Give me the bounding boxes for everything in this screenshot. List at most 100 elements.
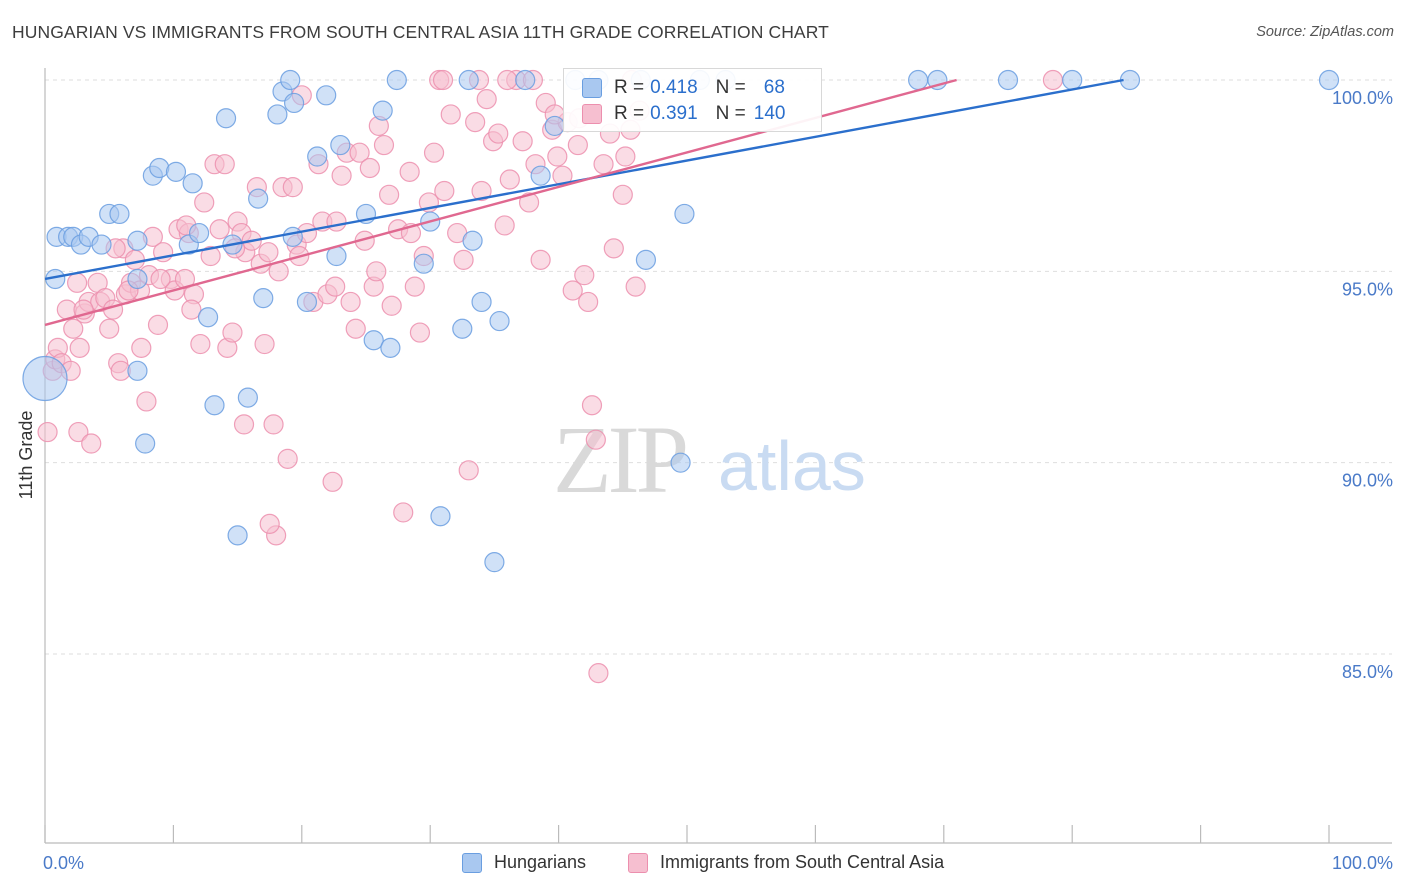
pink-data-point (581, 395, 603, 416)
blue-data-point (458, 69, 479, 91)
legend-swatch-pink (582, 104, 602, 124)
y-axis-title: 11th Grade (16, 411, 36, 500)
pink-data-point (345, 318, 366, 339)
blue-data-point (316, 85, 337, 106)
pink-data-point (326, 211, 347, 232)
pink-data-point (578, 291, 599, 313)
blue-data-point (674, 203, 695, 225)
blue-data-point (204, 395, 225, 416)
pink-data-point (512, 131, 533, 152)
pink-data-point (379, 184, 400, 205)
legend-n-value: 140 (753, 103, 786, 124)
y-tick-label: 90.0% (1342, 471, 1393, 491)
axes (44, 68, 1392, 844)
blue-data-point (413, 253, 434, 274)
pink-data-point (562, 280, 583, 301)
blue-data-point (280, 69, 301, 91)
y-tick-label: 95.0% (1342, 279, 1393, 299)
blue-data-point (296, 291, 318, 313)
legend-n-value: 68 (763, 77, 785, 98)
pink-data-point (440, 104, 461, 125)
blue-data-point (489, 310, 510, 332)
series-legend-label: Immigrants from South Central Asia (660, 852, 945, 872)
blue-data-point (307, 146, 328, 167)
pink-data-point (373, 134, 395, 156)
pink-data-point (99, 318, 120, 339)
pink-data-point (259, 513, 280, 534)
blue-series-points (22, 69, 1340, 573)
pink-data-point (518, 192, 540, 213)
blue-data-point (282, 226, 303, 247)
blue-data-point (182, 173, 203, 194)
legend-r-value: 0.418 (650, 77, 698, 98)
pink-data-point (147, 314, 169, 336)
pink-data-point (214, 154, 235, 175)
pink-data-point (349, 142, 370, 163)
blue-data-point (330, 134, 351, 156)
pink-data-point (282, 177, 303, 198)
pink-data-point (322, 471, 343, 492)
blue-data-point (1062, 69, 1083, 91)
pink-data-point (547, 146, 568, 167)
correlation-legend: R = 0.418 N = 68 R = 0.391 N = 140 (563, 68, 822, 132)
blue-data-point (109, 203, 130, 225)
pink-data-point (366, 261, 387, 282)
pink-data-point (68, 421, 89, 443)
blue-data-point (908, 69, 929, 91)
blue-data-point (188, 222, 210, 244)
pink-data-point (615, 146, 636, 167)
blue-data-point (267, 104, 288, 125)
blue-data-point (471, 291, 492, 313)
blue-data-point (635, 249, 657, 270)
pink-data-point (222, 322, 243, 343)
pink-data-point (423, 142, 445, 163)
pink-data-point (465, 111, 486, 133)
pink-data-point (190, 333, 211, 355)
pink-data-point (325, 276, 346, 297)
pink-data-point (277, 448, 298, 469)
blue-data-point (530, 165, 551, 186)
pink-data-point (1042, 69, 1064, 91)
pink-data-point (258, 242, 279, 263)
pink-data-point (254, 333, 275, 355)
blue-data-point (149, 157, 170, 179)
pink-data-point (497, 69, 518, 91)
series-legend-hungarians[interactable]: Hungarians (462, 852, 586, 873)
pink-data-point (136, 391, 157, 412)
blue-data-point (227, 525, 248, 546)
chart-title: HUNGARIAN VS IMMIGRANTS FROM SOUTH CENTR… (12, 22, 829, 42)
blue-data-point (380, 337, 401, 358)
pink-data-point (434, 180, 455, 202)
source-credit: Source: ZipAtlas.com (1256, 24, 1394, 40)
pink-data-point (69, 337, 90, 358)
watermark: ZIP atlas (553, 406, 866, 513)
legend-row-immigrants: R = 0.391 N = 140 (582, 102, 803, 126)
blue-data-point (670, 452, 691, 473)
axis-labels: 100.0% 95.0% 90.0% 85.0% 0.0% 100.0% 11th Grad… (16, 88, 1393, 873)
pink-data-point (458, 460, 479, 481)
pink-data-point (381, 295, 402, 316)
watermark-atlas: atlas (718, 427, 866, 505)
blue-data-point (135, 433, 156, 454)
blue-data-point (363, 330, 384, 351)
series-swatch-pink (628, 852, 648, 873)
blue-data-point (237, 387, 258, 408)
blue-data-point (165, 161, 187, 182)
series-legend-immigrants[interactable]: Immigrants from South Central Asia (628, 852, 944, 873)
pink-data-point (131, 337, 152, 358)
pink-data-point (494, 215, 515, 236)
blue-data-point (372, 100, 393, 121)
pink-data-point (612, 184, 633, 205)
blue-data-point (197, 307, 219, 328)
watermark-zip: ZIP (553, 406, 686, 513)
pink-data-point (476, 89, 497, 110)
pink-data-point (181, 299, 202, 320)
blue-data-point (430, 506, 451, 527)
pink-data-point (453, 249, 474, 270)
legend-n-label: N = (715, 103, 746, 124)
blue-data-point (22, 355, 68, 402)
pink-data-point (530, 249, 551, 270)
series-swatch-blue (462, 852, 482, 873)
pink-data-point (124, 249, 145, 270)
pink-data-point (593, 154, 614, 175)
